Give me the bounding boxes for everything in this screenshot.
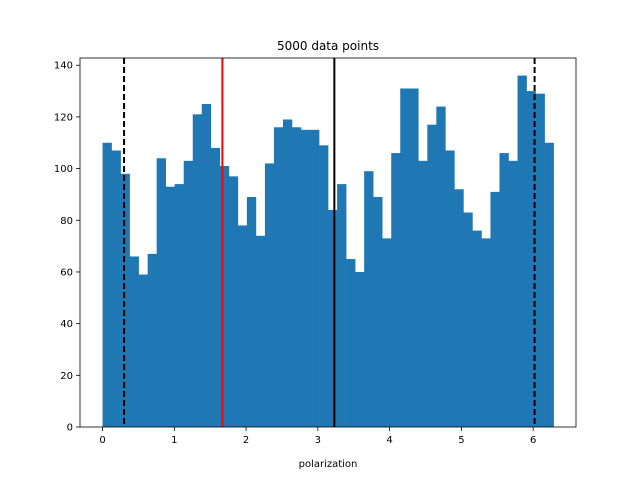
x-tick-label: 0 [99, 435, 105, 446]
histogram-bar [273, 127, 284, 427]
y-tick-label: 40 [60, 319, 73, 330]
histogram-bar [228, 176, 239, 427]
histogram-bar [301, 129, 311, 428]
reference-lines-group [123, 58, 536, 427]
histogram-bar [210, 147, 221, 427]
y-axis: 0 20 40 60 80 100 120 140 [54, 61, 80, 434]
x-tick-label: 3 [315, 435, 321, 446]
histogram-bar [282, 119, 293, 427]
x-tick-label: 2 [243, 435, 249, 446]
histogram-bar [535, 93, 545, 427]
histogram-bar [346, 259, 356, 427]
histogram-bar [517, 75, 527, 428]
histogram-bar [102, 142, 112, 428]
histogram-bar [120, 173, 130, 427]
histogram-bar [544, 142, 554, 428]
histogram-bar [264, 163, 275, 427]
histogram-bar [400, 88, 410, 427]
plot-frame [79, 57, 577, 428]
histogram-bar [436, 106, 446, 427]
histogram-bar [129, 256, 139, 427]
y-tick-label: 20 [60, 371, 73, 382]
histogram-bar [373, 197, 383, 427]
x-axis-label: polarization [299, 459, 358, 470]
histogram-bar [147, 253, 157, 427]
histogram-bar [237, 225, 248, 427]
histogram-bar [427, 124, 437, 428]
y-tick-label: 100 [54, 164, 73, 175]
histogram-bar [174, 184, 185, 427]
histogram-bar [138, 274, 148, 427]
chart-title: 5000 data points [277, 39, 379, 53]
histogram-bar [255, 235, 266, 427]
histogram-bar [156, 158, 166, 427]
histogram-bar [418, 160, 428, 427]
x-axis: 0 1 2 3 4 5 6 [99, 427, 536, 446]
histogram-bar [355, 271, 365, 427]
histogram-bar [409, 88, 419, 427]
y-tick-label: 80 [60, 216, 73, 227]
histogram-bar [319, 145, 329, 427]
histogram-bar [246, 197, 257, 427]
x-tick-label: 4 [386, 435, 392, 446]
histogram-bar [481, 238, 491, 427]
y-tick-label: 0 [67, 423, 73, 434]
histogram-bar [165, 186, 176, 427]
histogram-bar [463, 212, 473, 427]
histogram-bar [183, 160, 194, 427]
histogram-bar [337, 184, 347, 427]
histogram-bar [219, 166, 230, 427]
histogram-bar [201, 103, 212, 428]
x-tick-label: 6 [530, 435, 536, 446]
x-tick-label: 1 [171, 435, 177, 446]
histogram-bar [454, 189, 464, 427]
histogram-bar [192, 114, 203, 427]
histogram-bar [382, 238, 392, 427]
histogram-bar [328, 209, 338, 427]
y-tick-label: 120 [54, 112, 73, 123]
bars-group [102, 75, 554, 428]
histogram-bar [499, 153, 509, 427]
histogram-bar [490, 191, 500, 427]
histogram-bar [445, 150, 455, 427]
y-tick-label: 60 [60, 267, 73, 278]
histogram-bar [291, 127, 302, 427]
y-tick-label: 140 [54, 61, 73, 72]
histogram-bar [472, 230, 482, 427]
histogram-bar [364, 171, 374, 427]
histogram-bar [526, 91, 536, 428]
histogram-bar [310, 129, 320, 428]
histogram-bar [391, 153, 401, 427]
histogram-bar [508, 160, 518, 427]
x-tick-label: 5 [458, 435, 464, 446]
histogram-bar [111, 150, 121, 427]
